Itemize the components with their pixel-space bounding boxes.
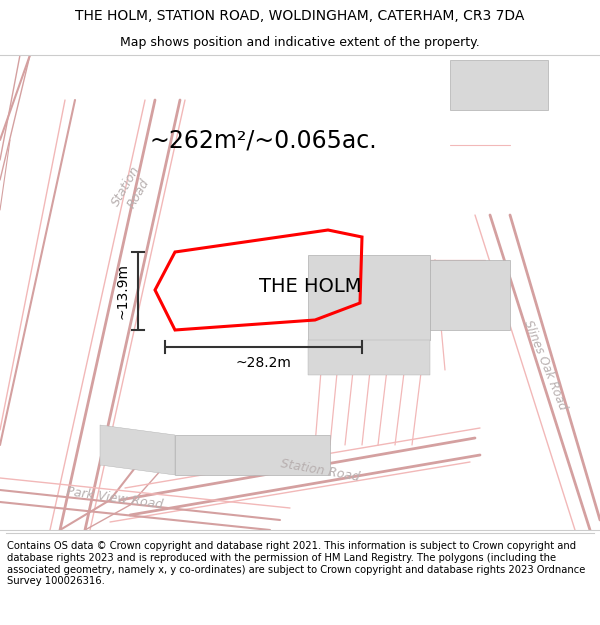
Text: ~28.2m: ~28.2m [236,356,292,370]
Text: Map shows position and indicative extent of the property.: Map shows position and indicative extent… [120,36,480,49]
Polygon shape [308,255,430,340]
Text: Station Road: Station Road [280,457,361,483]
Polygon shape [308,340,430,375]
Text: THE HOLM, STATION ROAD, WOLDINGHAM, CATERHAM, CR3 7DA: THE HOLM, STATION ROAD, WOLDINGHAM, CATE… [76,9,524,24]
Text: ~13.9m: ~13.9m [115,263,129,319]
Text: Park View Road: Park View Road [66,485,164,511]
Text: Slines Oak Road: Slines Oak Road [521,318,569,412]
Polygon shape [175,435,330,475]
Text: Contains OS data © Crown copyright and database right 2021. This information is : Contains OS data © Crown copyright and d… [7,541,586,586]
Polygon shape [430,260,510,330]
Polygon shape [100,425,175,475]
Polygon shape [450,60,548,110]
Text: ~262m²/~0.065ac.: ~262m²/~0.065ac. [150,128,377,152]
Text: THE HOLM: THE HOLM [259,278,361,296]
Text: Station
Road: Station Road [109,164,155,216]
